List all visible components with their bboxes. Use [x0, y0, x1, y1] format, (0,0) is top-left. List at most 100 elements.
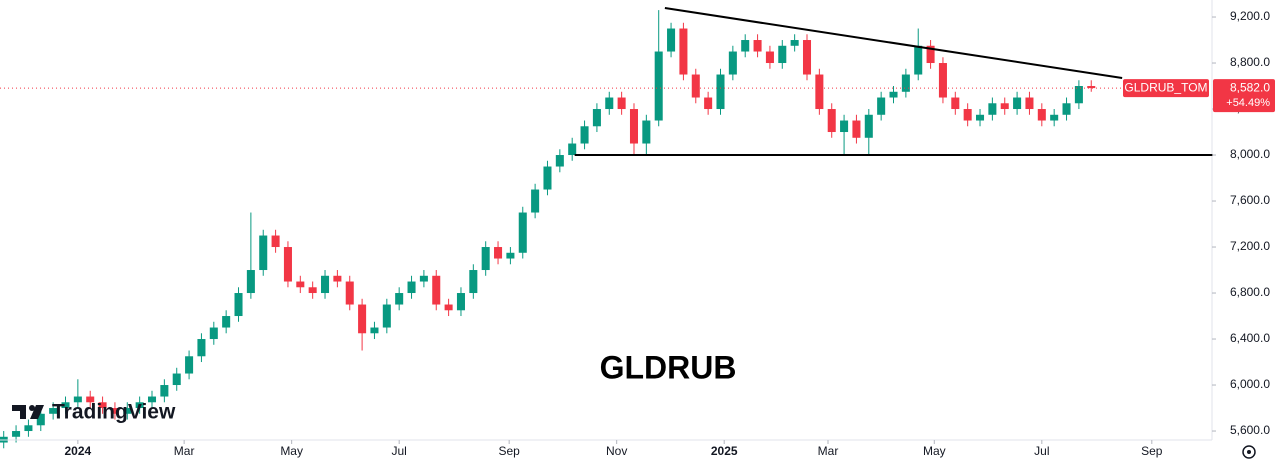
candle-body [506, 252, 515, 259]
candle-body [494, 247, 503, 259]
candle-body [938, 63, 947, 98]
y-tick-label: 7,200.0 [1230, 239, 1270, 253]
candle-body [481, 247, 490, 271]
candle-body [568, 143, 577, 156]
candle-body [49, 408, 58, 414]
candle-body [691, 74, 700, 98]
y-tick-label: 5,600.0 [1230, 423, 1270, 437]
y-tick-label: 9,200.0 [1230, 9, 1270, 23]
candle-body [765, 51, 774, 64]
candle-body [432, 275, 441, 305]
settings-icon[interactable] [1242, 445, 1256, 459]
candle-body [790, 40, 799, 46]
candle-body [259, 235, 268, 271]
candle-body [741, 40, 750, 52]
price-label-box [1213, 79, 1275, 113]
candle-body [1025, 97, 1034, 110]
candle-body [135, 402, 144, 409]
candle-body [704, 97, 713, 110]
candle-body [271, 235, 280, 248]
candle-body [333, 275, 342, 282]
candle-body [345, 281, 354, 305]
x-tick-label: Jul [392, 444, 407, 458]
gear-center[interactable] [1247, 450, 1251, 454]
candle-body [580, 126, 589, 144]
y-tick-label: 7,600.0 [1230, 193, 1270, 207]
candle-body [24, 425, 33, 432]
candle-body [358, 304, 367, 334]
candle-body [531, 189, 540, 213]
candle-body [555, 155, 564, 167]
candle-body [840, 120, 849, 133]
y-tick-label: 8,000.0 [1230, 147, 1270, 161]
candle-body [976, 114, 985, 121]
candle-body [61, 402, 70, 409]
candle-body [370, 327, 379, 334]
y-tick-label: 6,800.0 [1230, 285, 1270, 299]
candle-body [246, 270, 255, 294]
x-tick-label: May [923, 444, 946, 458]
candle-body [296, 281, 305, 288]
candle-body [629, 109, 639, 144]
candle-body [926, 45, 935, 64]
candle-body [642, 120, 651, 144]
candle-body [605, 97, 614, 110]
candle-body [283, 247, 292, 282]
candle-body [877, 97, 886, 115]
candle-body [667, 28, 676, 52]
overlay-text: GLDRUB [600, 349, 737, 385]
change-label: +54.49% [1226, 97, 1270, 109]
x-tick-label: May [280, 444, 303, 458]
watermark: TradingView [52, 401, 176, 424]
candle-body [1037, 109, 1046, 121]
candle-body [197, 339, 206, 357]
candle-body [1087, 86, 1096, 89]
x-tick-label: 2025 [711, 444, 738, 458]
gear[interactable] [1242, 445, 1256, 459]
y-tick-label: 6,000.0 [1230, 377, 1270, 391]
candle-body [518, 212, 527, 253]
candle-body [234, 293, 243, 317]
x-tick-label: Nov [606, 444, 627, 458]
x-tick-label: Jul [1034, 444, 1049, 458]
candle-body [815, 74, 824, 110]
candle-body [1000, 103, 1009, 110]
x-tick-label: Sep [498, 444, 520, 458]
candle-body [864, 114, 873, 138]
candle-body [185, 356, 194, 374]
candle-body [172, 373, 181, 386]
candle-body [86, 396, 95, 403]
candle-body [1062, 103, 1071, 115]
x-tick-label: Mar [174, 444, 195, 458]
candle-body [852, 120, 861, 138]
candle-body [209, 327, 218, 340]
candle-body [444, 304, 453, 311]
candle-body [36, 413, 45, 426]
y-tick-label: 8,800.0 [1230, 55, 1270, 69]
candle-body [73, 396, 82, 403]
candle-body [889, 91, 898, 98]
candle-body [321, 275, 330, 294]
candle-body [728, 51, 737, 75]
candle-body [1074, 86, 1083, 104]
candle-body [679, 28, 688, 75]
candle-body [1050, 114, 1059, 121]
candle-body [654, 51, 663, 121]
candle-body [456, 293, 465, 311]
candle-body [110, 408, 119, 414]
candle-body [147, 396, 157, 403]
candle-body [395, 293, 404, 305]
candle-body [778, 45, 787, 64]
logo-icon [12, 405, 44, 419]
candle-body [753, 40, 762, 52]
candle-body [901, 74, 910, 92]
symbol-label: GLDRUB_TOM [1124, 80, 1207, 94]
candle-body [123, 408, 132, 414]
candle-body [382, 304, 391, 328]
candle-body [963, 109, 972, 121]
candle-body [827, 109, 836, 133]
x-tick-label: Mar [818, 444, 839, 458]
